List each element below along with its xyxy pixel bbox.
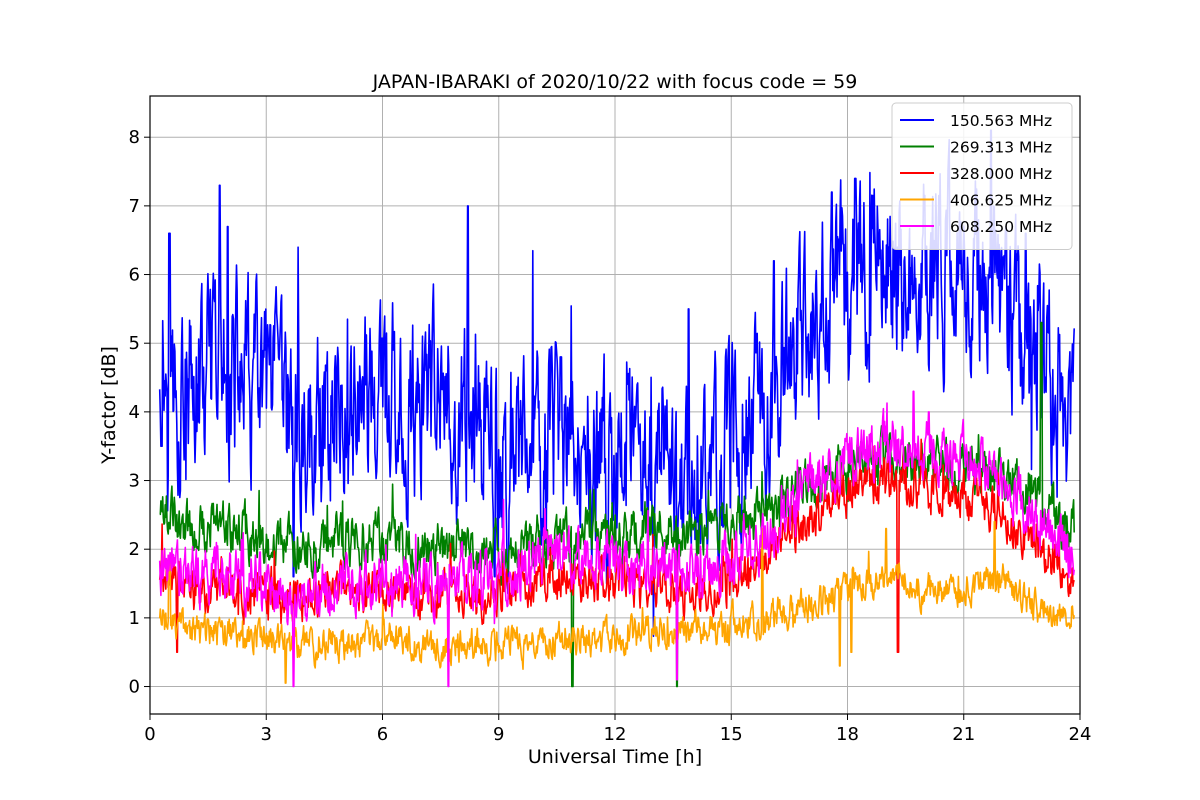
legend-entry: 328.000 MHz xyxy=(950,165,1052,183)
y-tick-label: 1 xyxy=(129,608,140,629)
x-tick-label: 6 xyxy=(377,724,388,745)
x-tick-label: 18 xyxy=(836,724,859,745)
y-tick-label: 5 xyxy=(129,333,140,354)
x-tick-label: 12 xyxy=(604,724,627,745)
series-layer xyxy=(158,129,1075,688)
y-tick-label: 4 xyxy=(129,402,140,423)
y-tick-label: 7 xyxy=(129,196,140,217)
y-tick-label: 6 xyxy=(129,265,140,286)
legend-entry: 608.250 MHz xyxy=(950,218,1052,236)
series-line xyxy=(158,390,1075,688)
x-tick-label: 3 xyxy=(261,724,272,745)
x-tick-label: 24 xyxy=(1069,724,1092,745)
x-tick-label: 15 xyxy=(720,724,743,745)
legend-entry: 406.625 MHz xyxy=(950,192,1052,210)
x-axis-label: Universal Time [h] xyxy=(528,746,702,768)
legend-box xyxy=(891,102,1073,250)
x-tick-label: 0 xyxy=(144,724,155,745)
x-tick-label: 21 xyxy=(952,724,975,745)
series-line xyxy=(158,129,1075,638)
y-tick-label: 3 xyxy=(129,471,140,492)
legend-entry: 150.563 MHz xyxy=(950,112,1052,130)
y-tick-label: 0 xyxy=(129,677,140,698)
y-axis-label: Y-factor [dB] xyxy=(98,346,120,465)
y-tick-label: 2 xyxy=(129,539,140,560)
series-line xyxy=(158,520,1075,684)
y-tick-label: 8 xyxy=(129,127,140,148)
legend-entry: 269.313 MHz xyxy=(950,139,1052,157)
chart-title: JAPAN-IBARAKI of 2020/10/22 with focus c… xyxy=(372,71,858,93)
x-tick-label: 9 xyxy=(493,724,504,745)
legend: 150.563 MHz 269.313 MHz 328.000 MHz 406.625… xyxy=(891,102,1073,250)
